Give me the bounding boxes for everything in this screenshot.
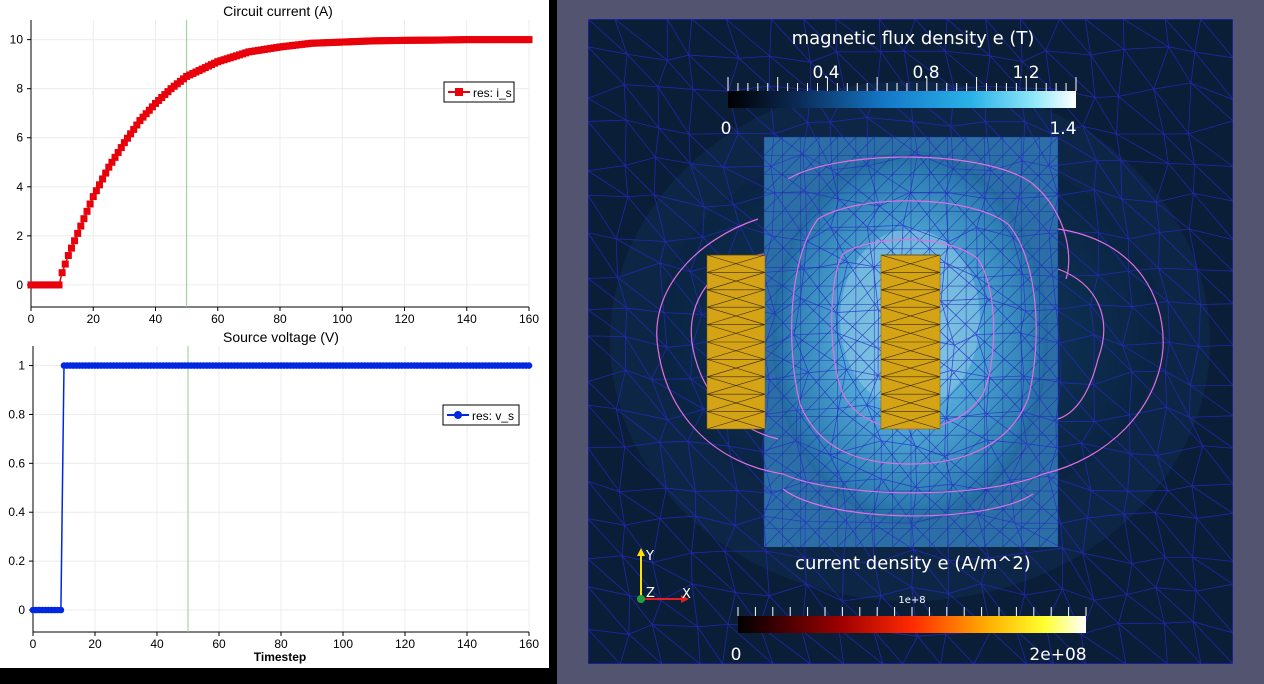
flux-tick-label-1: 0.4 <box>812 63 839 83</box>
current-min-label: 0 <box>731 645 742 664</box>
series-point <box>57 606 65 614</box>
series-point <box>105 163 113 171</box>
y-tick-label: 0 <box>16 278 23 292</box>
mesh-lines <box>588 19 1233 664</box>
field-visualization[interactable]: magnetic flux density e (T) 0.4 0.8 1.2 … <box>588 19 1233 664</box>
flux-min-label: 0 <box>721 119 732 139</box>
voltage-legend-label: res: v_s <box>472 409 514 423</box>
series-point <box>64 251 72 259</box>
y-tick-label: 4 <box>16 180 23 194</box>
series-point <box>99 175 107 183</box>
triad-x-label: X <box>682 587 691 602</box>
current-max-label: 2e+08 <box>1029 645 1086 664</box>
y-tick-label: 10 <box>10 33 24 47</box>
coil-mesh <box>706 254 941 430</box>
series-point <box>130 125 138 133</box>
flux-tick-label-3: 1.2 <box>1012 63 1039 83</box>
plot-area-2: 0 20 40 60 80 100 120 140 160 0 0.2 0.4 0.6 0.8 1 <box>8 346 539 651</box>
series-point <box>86 200 94 208</box>
series-point <box>117 144 125 152</box>
triad-z-label: Z <box>646 586 655 601</box>
current-exponent-label: 1e+8 <box>898 595 925 606</box>
flux-tick-label-2: 0.8 <box>912 63 939 83</box>
series-point <box>133 121 141 129</box>
x-tick-label: 160 <box>519 312 539 326</box>
y-tick-label: 0.8 <box>8 407 25 421</box>
series-point <box>123 134 131 142</box>
voltage-plot-title: Source voltage (V) <box>223 329 339 345</box>
series-point <box>108 158 116 166</box>
series-point <box>95 181 103 189</box>
current-legend-title: current density e (A/m^2) <box>795 553 1031 574</box>
x-tick-label: 140 <box>457 637 477 651</box>
triad-y-label: Y <box>645 549 654 564</box>
series-point <box>89 193 97 201</box>
series-point <box>71 237 79 245</box>
current-legend: res: i_s <box>443 81 515 103</box>
x-tick-label: 140 <box>457 312 477 326</box>
plots-panel: 0 20 40 60 80 100 120 140 160 0 0.2 0.4 0.6 0.8 1 0 20 40… <box>0 0 549 668</box>
flux-legend-title: magnetic flux density e (T) <box>792 28 1035 49</box>
x-arrow-head <box>681 595 689 603</box>
y-tick-label: 0.2 <box>8 554 25 568</box>
legend-square-marker <box>455 88 463 96</box>
series-point <box>525 362 533 369</box>
x-tick-label: 120 <box>395 637 415 651</box>
legend-circle-marker <box>454 411 462 419</box>
voltage-legend: res: v_s <box>442 404 520 426</box>
series-point <box>74 229 82 237</box>
x-tick-label: 80 <box>274 637 288 651</box>
series-point <box>67 244 75 252</box>
y-arrow-head <box>637 548 645 556</box>
triangle-mesh <box>588 19 1233 664</box>
coil-mesh-lines <box>706 254 941 430</box>
x-tick-label: 60 <box>211 312 225 326</box>
axes-triad: Y Z X <box>637 548 691 603</box>
x-tick-label: 20 <box>88 637 102 651</box>
z-axis-dot <box>637 595 645 603</box>
x-tick-label: 100 <box>332 312 352 326</box>
series-point <box>120 139 128 147</box>
current-colorbar: current density e (A/m^2) 1e+8 0 2e+08 <box>731 553 1087 664</box>
plot-area-1: 0 20 40 60 80 100 120 140 160 0 2 4 6 8 10 <box>10 20 539 326</box>
series-point <box>58 269 66 277</box>
flux-max-label: 1.4 <box>1049 119 1076 139</box>
flux-colorbar: magnetic flux density e (T) 0.4 0.8 1.2 … <box>721 28 1077 139</box>
series-point <box>61 260 69 268</box>
x-tick-label: 40 <box>150 637 164 651</box>
x-tick-label: 0 <box>30 637 37 651</box>
series-point <box>525 36 533 44</box>
y-tick-label: 0.4 <box>8 505 25 519</box>
series-point <box>102 169 110 177</box>
x-tick-label: 0 <box>28 312 35 326</box>
current-plot-title: Circuit current (A) <box>223 3 333 19</box>
series-point <box>83 207 91 215</box>
series-point <box>92 187 100 195</box>
series-point <box>111 153 119 161</box>
series-point <box>80 215 88 223</box>
x-axis-label: Timestep <box>254 650 306 664</box>
x-tick-label: 120 <box>394 312 414 326</box>
x-tick-label: 160 <box>519 637 539 651</box>
current-gradient-bar <box>738 616 1086 633</box>
y-tick-label: 8 <box>16 82 23 96</box>
y-tick-label: 1 <box>18 359 25 373</box>
series-point <box>55 281 63 289</box>
flux-gradient-bar <box>728 91 1076 108</box>
series-point <box>77 222 85 230</box>
x-tick-label: 20 <box>87 312 101 326</box>
x-tick-label: 100 <box>333 637 353 651</box>
x-tick-label: 80 <box>273 312 287 326</box>
series-point <box>114 148 122 156</box>
x-tick-label: 60 <box>212 637 226 651</box>
y-tick-label: 0 <box>18 603 25 617</box>
y-tick-label: 6 <box>16 131 23 145</box>
y-tick-label: 2 <box>16 229 23 243</box>
current-legend-label: res: i_s <box>473 86 512 100</box>
series-point <box>127 130 135 138</box>
y-tick-label: 0.6 <box>8 456 25 470</box>
x-tick-label: 40 <box>149 312 163 326</box>
